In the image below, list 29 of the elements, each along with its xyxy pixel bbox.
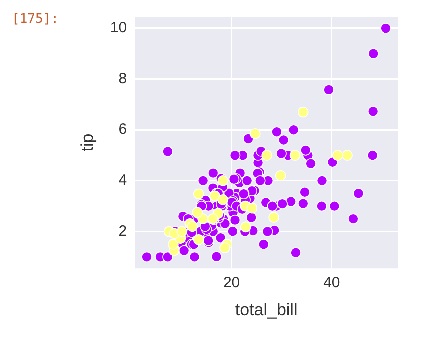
y-tick-label: 2 bbox=[118, 222, 128, 240]
point bbox=[250, 128, 261, 140]
point bbox=[275, 170, 286, 182]
point bbox=[268, 212, 280, 223]
point bbox=[220, 242, 230, 254]
y-tick-label: 8 bbox=[118, 70, 128, 88]
y-tick-label: 6 bbox=[118, 121, 128, 138]
y-tick-label: 4 bbox=[118, 172, 128, 190]
point bbox=[218, 176, 229, 186]
point bbox=[342, 150, 353, 161]
point bbox=[168, 239, 179, 250]
y-tick-label: 10 bbox=[110, 20, 128, 37]
point bbox=[262, 150, 272, 161]
point bbox=[246, 202, 258, 214]
point bbox=[210, 190, 220, 202]
point bbox=[240, 222, 252, 233]
point bbox=[176, 226, 188, 238]
point bbox=[193, 188, 204, 200]
point bbox=[290, 150, 301, 161]
point bbox=[298, 106, 309, 118]
text: [175]: bbox=[12, 12, 59, 27]
x-tick-label: 40 bbox=[324, 274, 340, 292]
y-axis-title: tip bbox=[78, 134, 97, 152]
x-axis-title: total_bill bbox=[235, 300, 298, 320]
point bbox=[332, 150, 344, 161]
x-tick-label: 20 bbox=[223, 274, 240, 292]
point bbox=[193, 234, 204, 246]
point bbox=[187, 221, 198, 232]
point bbox=[218, 194, 228, 206]
